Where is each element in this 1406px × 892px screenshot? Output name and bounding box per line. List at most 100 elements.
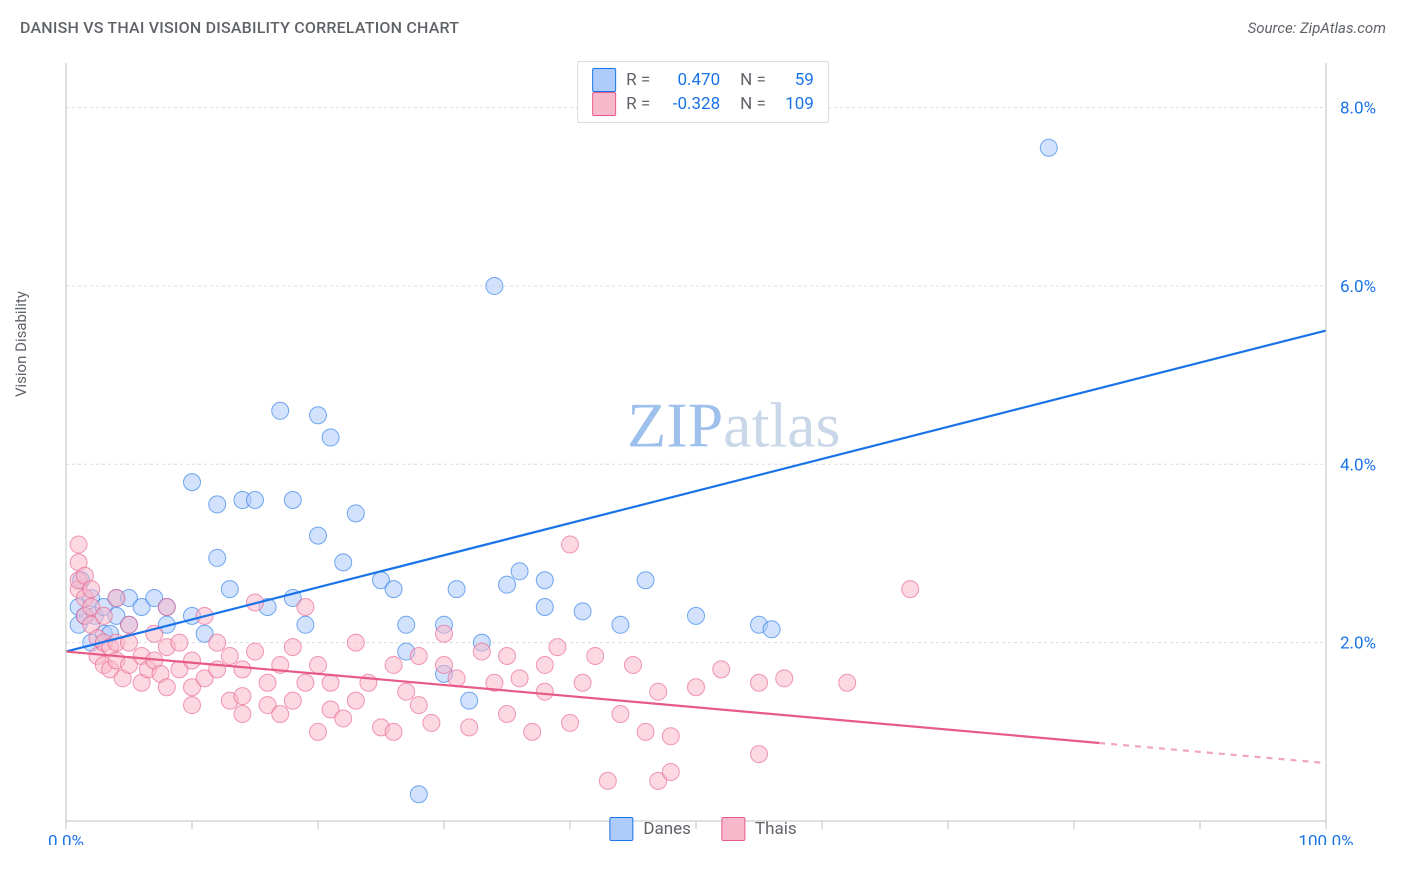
scatter-point bbox=[398, 616, 415, 633]
scatter-point bbox=[1040, 139, 1057, 156]
stat-r-label: R = bbox=[626, 94, 650, 114]
scatter-point bbox=[662, 763, 679, 780]
scatter-point bbox=[461, 692, 478, 709]
scatter-point bbox=[158, 679, 175, 696]
scatter-point bbox=[297, 598, 314, 615]
scatter-point bbox=[234, 688, 251, 705]
scatter-point bbox=[335, 554, 352, 571]
scatter-point bbox=[221, 648, 238, 665]
scatter-point bbox=[347, 692, 364, 709]
svg-text:0.0%: 0.0% bbox=[48, 832, 84, 845]
scatter-point bbox=[599, 772, 616, 789]
stat-n-label: N = bbox=[740, 94, 766, 114]
scatter-point bbox=[776, 670, 793, 687]
svg-text:ZIPatlas: ZIPatlas bbox=[627, 389, 840, 460]
source-label: Source: ZipAtlas.com bbox=[1248, 19, 1386, 37]
scatter-point bbox=[549, 639, 566, 656]
legend-item: Thais bbox=[721, 817, 797, 841]
svg-text:4.0%: 4.0% bbox=[1340, 455, 1376, 475]
stats-legend-row: R = 0.470N = 59 bbox=[592, 68, 814, 92]
scatter-point bbox=[574, 674, 591, 691]
scatter-point bbox=[536, 656, 553, 673]
stats-legend-row: R = -0.328 N = 109 bbox=[592, 92, 814, 116]
scatter-point bbox=[385, 723, 402, 740]
scatter-point bbox=[650, 683, 667, 700]
stat-r-label: R = bbox=[626, 70, 650, 90]
scatter-point bbox=[108, 590, 125, 607]
stats-legend: R = 0.470N = 59R = -0.328N = 109 bbox=[577, 61, 829, 123]
scatter-point bbox=[297, 616, 314, 633]
legend-swatch bbox=[721, 817, 745, 841]
scatter-point bbox=[410, 697, 427, 714]
scatter-point bbox=[95, 607, 112, 624]
svg-text:6.0%: 6.0% bbox=[1340, 277, 1376, 297]
scatter-point bbox=[713, 661, 730, 678]
scatter-point bbox=[310, 527, 327, 544]
legend-item: Danes bbox=[609, 817, 691, 841]
stat-n-label: N = bbox=[740, 70, 766, 90]
svg-text:2.0%: 2.0% bbox=[1340, 634, 1376, 654]
scatter-point bbox=[473, 643, 490, 660]
scatter-point bbox=[70, 536, 87, 553]
scatter-point bbox=[574, 603, 591, 620]
scatter-point bbox=[272, 705, 289, 722]
scatter-point bbox=[688, 607, 705, 624]
legend-swatch bbox=[592, 68, 616, 92]
scatter-point bbox=[436, 656, 453, 673]
scatter-point bbox=[184, 652, 201, 669]
scatter-point bbox=[347, 505, 364, 522]
scatter-point bbox=[511, 563, 528, 580]
stat-r-value: 0.470 bbox=[660, 70, 720, 90]
scatter-point bbox=[662, 728, 679, 745]
stat-r-value: -0.328 bbox=[660, 94, 720, 114]
chart-title: DANISH VS THAI VISION DISABILITY CORRELA… bbox=[20, 18, 459, 37]
y-axis-title: Vision Disability bbox=[12, 291, 30, 397]
scatter-point bbox=[499, 705, 516, 722]
scatter-point bbox=[310, 407, 327, 424]
stat-n-value: 109 bbox=[776, 94, 814, 114]
scatter-point bbox=[562, 536, 579, 553]
scatter-point bbox=[448, 670, 465, 687]
scatter-point bbox=[562, 714, 579, 731]
scatter-point bbox=[171, 634, 188, 651]
scatter-point bbox=[247, 491, 264, 508]
scatter-point bbox=[209, 549, 226, 566]
scatter-point bbox=[310, 723, 327, 740]
scatter-point bbox=[121, 616, 138, 633]
scatter-point bbox=[322, 429, 339, 446]
scatter-point bbox=[184, 697, 201, 714]
scatter-point bbox=[335, 710, 352, 727]
scatter-point bbox=[410, 786, 427, 803]
scatter-point bbox=[763, 621, 780, 638]
legend-label: Thais bbox=[755, 819, 797, 839]
scatter-point bbox=[385, 656, 402, 673]
scatter-point bbox=[524, 723, 541, 740]
svg-text:100.0%: 100.0% bbox=[1298, 832, 1353, 845]
scatter-point bbox=[637, 572, 654, 589]
scatter-point bbox=[158, 598, 175, 615]
scatter-point bbox=[839, 674, 856, 691]
scatter-point bbox=[751, 746, 768, 763]
legend-swatch bbox=[592, 92, 616, 116]
scatter-point bbox=[511, 670, 528, 687]
scatter-point bbox=[436, 625, 453, 642]
scatter-point bbox=[410, 648, 427, 665]
scatter-point bbox=[209, 634, 226, 651]
scatter-point bbox=[398, 683, 415, 700]
scatter-point bbox=[259, 674, 276, 691]
scatter-point bbox=[625, 656, 642, 673]
trend-line bbox=[66, 652, 1099, 743]
scatter-point bbox=[536, 598, 553, 615]
scatter-point bbox=[499, 648, 516, 665]
legend-label: Danes bbox=[643, 819, 691, 839]
scatter-point bbox=[385, 581, 402, 598]
scatter-point bbox=[284, 639, 301, 656]
series-legend: Danes Thais bbox=[609, 817, 796, 841]
scatter-point bbox=[221, 581, 238, 598]
scatter-point bbox=[448, 581, 465, 598]
scatter-point bbox=[461, 719, 478, 736]
scatter-point bbox=[83, 581, 100, 598]
scatter-point bbox=[322, 674, 339, 691]
scatter-point bbox=[297, 674, 314, 691]
svg-text:8.0%: 8.0% bbox=[1340, 99, 1376, 119]
